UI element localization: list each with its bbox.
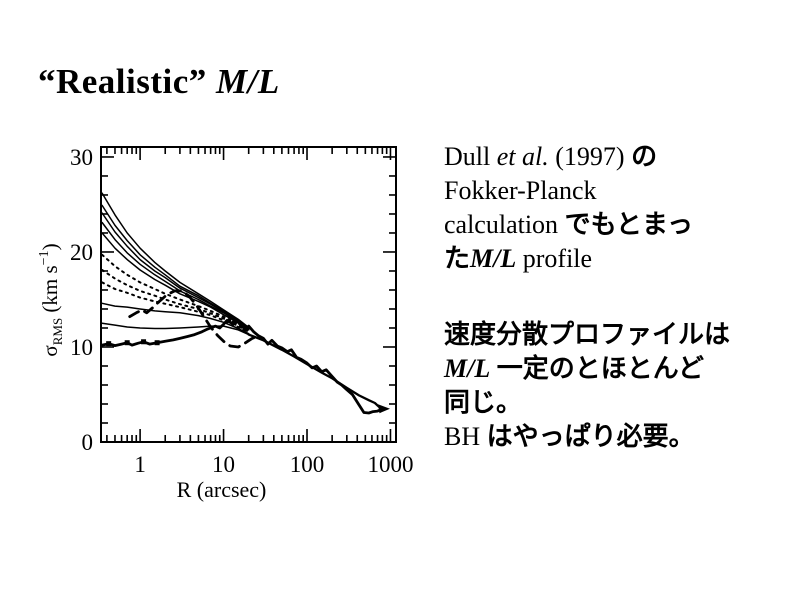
observed-data-trace: [100, 318, 390, 415]
text-block-conclusion: 速度分散プロファイルは M/L 一定のとほとんど 同じ。 BH はやっぱり必要。: [444, 318, 789, 454]
y-axis-label: σRMS (km s−1): [37, 243, 65, 356]
text-segment: M/L: [444, 354, 491, 383]
y-tick-label: 20: [70, 240, 93, 265]
model-curve-solid: [101, 232, 250, 331]
text-segment: BH: [444, 422, 487, 451]
text-segment: calculation: [444, 210, 565, 239]
model-curve-solid: [101, 212, 250, 330]
text-block-fokker-planck: Dull et al. (1997) の Fokker-Planck calcula…: [444, 140, 789, 276]
text-segment: profile: [516, 244, 593, 273]
text-segment: た: [444, 244, 471, 274]
text-line: BH はやっぱり必要。: [444, 420, 789, 454]
text-segment: でもとまっ: [564, 210, 694, 240]
text-segment: の: [631, 142, 658, 172]
text-line: M/L 一定のとほとんど: [444, 352, 789, 386]
model-common-decline: [247, 333, 383, 410]
model-curve-solid: [101, 221, 250, 330]
data-point-marker: [106, 341, 112, 347]
model-curve-solid: [101, 192, 250, 329]
text-segment: “Realistic”: [38, 62, 217, 101]
text-segment: et al.: [496, 142, 549, 171]
x-tick-label: 100: [290, 452, 325, 477]
model-curve-solid: [101, 204, 250, 329]
text-segment: 速度分散プロファイルは: [444, 320, 731, 350]
text-segment: M/L: [216, 62, 280, 101]
text-segment: Fokker-Planck: [444, 176, 597, 205]
x-axis-label: R (arcsec): [177, 477, 267, 502]
model-curve-dotted: [101, 269, 250, 333]
y-tick-label: 10: [70, 335, 93, 360]
text-segment: M/L: [470, 244, 517, 273]
text-segment: Dull: [444, 142, 497, 171]
text-line: Dull et al. (1997) の: [444, 140, 789, 174]
text-segment: はやっぱり必要。: [486, 422, 695, 452]
plot-frame: [100, 146, 397, 443]
model-curves: [101, 192, 383, 410]
plot-tick-labels: 1 10 100 1000 0 10 20 30: [70, 145, 413, 477]
dashed-model-curve: [128, 289, 261, 349]
model-curve-solid: [101, 302, 250, 335]
x-tick-label: 1: [134, 452, 146, 477]
text-segment: 同じ。: [444, 388, 523, 418]
y-tick-label: 0: [82, 430, 94, 455]
text-line: calculation でもとまっ: [444, 208, 789, 242]
model-curve-solid: [101, 322, 250, 336]
text-segment: (1997): [548, 142, 632, 171]
x-tick-label: 1000: [367, 452, 413, 477]
plot-axes: [100, 146, 397, 443]
text-line: 同じ。: [444, 386, 789, 420]
text-line: Fokker-Planck: [444, 174, 789, 208]
y-tick-label: 30: [70, 145, 93, 170]
x-tick-label: 10: [212, 452, 235, 477]
data-point-marker: [154, 340, 160, 346]
data-point-marker: [124, 340, 130, 346]
text-line: 速度分散プロファイルは: [444, 318, 789, 352]
data-point-marker: [141, 339, 147, 345]
page-title: “Realistic” M/L: [38, 62, 280, 102]
trace-end-arrow-marker: [377, 404, 390, 414]
text-segment: 一定のとほとんど: [496, 354, 704, 384]
text-line: たM/L profile: [444, 242, 789, 276]
